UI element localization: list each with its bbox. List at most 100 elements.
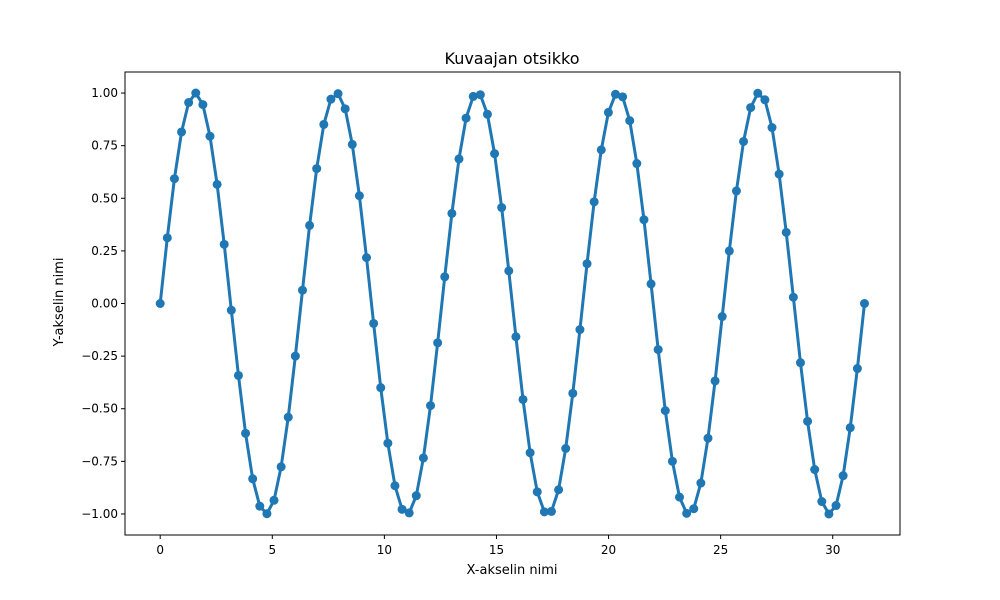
data-point [290,351,300,361]
data-point [312,164,322,174]
data-point [539,507,549,517]
data-point [682,508,692,518]
y-tick-label: 0.75 [91,139,118,153]
data-point [241,428,251,438]
data-point [845,423,855,433]
data-point [753,88,763,98]
data-point [326,94,336,104]
data-point [497,203,507,213]
x-tick-label: 10 [377,543,392,557]
data-point [184,98,194,108]
data-point [440,272,450,282]
data-point [582,259,592,269]
data-point [511,332,521,342]
data-point [397,504,407,514]
y-tick-label: −0.50 [81,402,118,416]
series-line [158,91,866,516]
x-tick-label: 15 [489,543,504,557]
data-point [781,227,791,237]
data-point [696,478,706,488]
data-point [703,433,713,443]
data-point [603,107,613,117]
data-point [817,497,827,507]
data-point [169,174,179,184]
data-point [859,299,869,308]
data-point [468,91,478,101]
data-point [362,253,372,263]
data-point [610,89,620,99]
data-point [297,285,307,295]
data-point [504,266,514,276]
data-point [390,481,400,491]
data-point [490,149,500,159]
data-point [803,416,813,426]
x-tick-label: 0 [156,543,164,557]
x-tick-label: 20 [601,543,616,557]
data-point [646,279,656,289]
data-point [667,456,677,466]
data-point [568,388,578,398]
data-point [760,95,770,105]
data-point [219,239,229,249]
data-point [305,220,315,230]
data-point [831,501,841,511]
data-point [248,474,258,484]
data-point [205,131,215,141]
data-point [262,509,272,519]
data-point [461,113,471,123]
data-point [433,338,443,348]
y-tick-label: 0.25 [91,244,118,258]
chart-title: Kuvaajan otsikko [445,49,580,68]
data-point [447,208,457,218]
data-point [838,471,848,481]
data-point [518,394,528,404]
data-point [255,501,265,511]
data-point [198,100,208,110]
data-point [554,485,564,495]
data-point [731,186,741,196]
data-point [675,492,685,502]
data-point [340,104,350,114]
data-point [788,292,798,302]
data-point [717,312,727,322]
x-tick-label: 30 [825,543,840,557]
x-tick-label: 25 [713,543,728,557]
y-tick-label: 0.50 [91,191,118,205]
data-point [269,495,279,505]
data-point [475,90,485,100]
y-tick-label: 1.00 [91,86,118,100]
data-point [660,406,670,416]
data-point [710,376,720,386]
data-point [347,139,357,149]
data-point [376,383,386,393]
data-point [283,412,293,422]
data-point [404,508,414,518]
data-point [383,438,393,448]
data-point [632,159,642,169]
data-point [191,88,201,98]
y-tick-label: −0.25 [81,349,118,363]
data-point [525,448,535,458]
data-point [561,444,571,453]
data-point [774,169,784,179]
y-tick-label: 0.00 [91,297,118,311]
data-point [177,127,187,137]
data-point [276,462,286,472]
y-axis-label: Y-akselin nimi [52,257,67,347]
data-point [226,305,236,315]
data-point [411,491,421,501]
axes-layer: 0 5 10 15 20 25 30 −1.00 −0.75 −0.50 −0.25 0.00 0.25… [81,71,901,557]
x-axis-label: X-akselin nimi [467,563,558,578]
data-point [824,509,834,519]
data-point [354,191,364,201]
data-point [482,109,492,119]
data-point [596,145,606,155]
data-point [155,299,165,308]
data-point [162,233,172,243]
data-point [724,246,734,256]
y-tick-label: −1.00 [81,507,118,521]
data-point [653,345,663,355]
data-point [233,370,243,380]
data-point [810,465,820,475]
data-point [739,136,749,146]
